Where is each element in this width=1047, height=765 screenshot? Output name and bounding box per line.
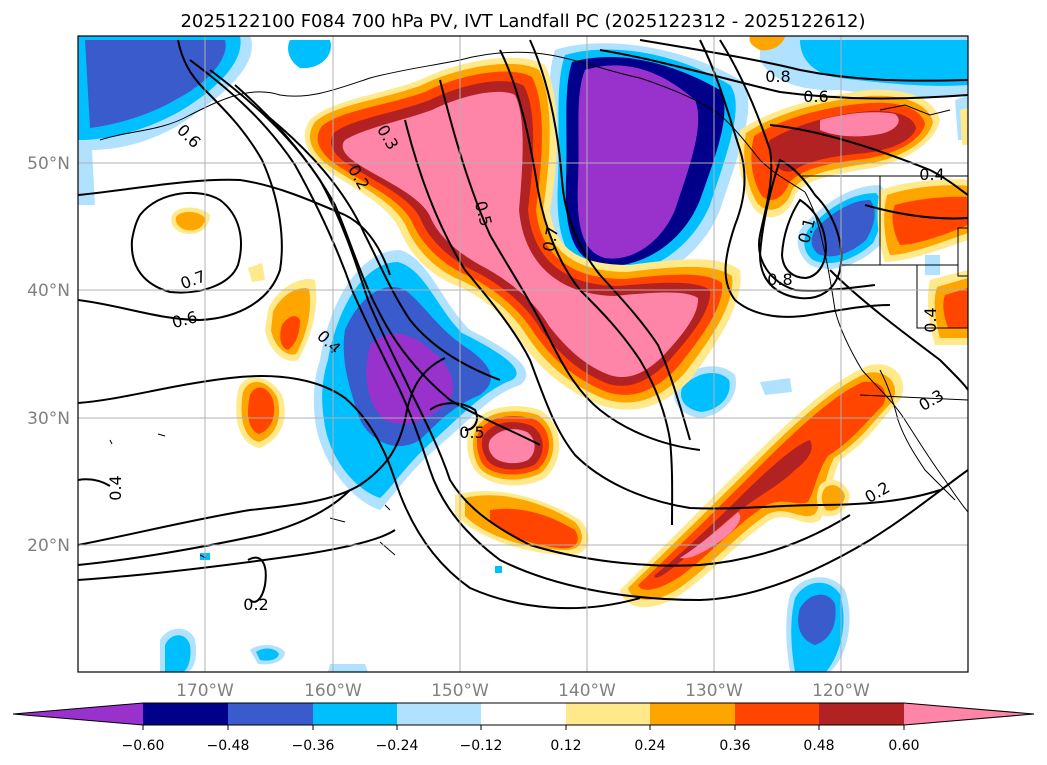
contour-line (699, 39, 891, 318)
colorbar-segment (481, 703, 566, 725)
colorbar-segment (735, 703, 819, 725)
contour-line (499, 49, 674, 526)
colorbar-tick-label: 0.60 (888, 738, 919, 754)
contour-line (78, 529, 396, 581)
contour-label: 0.6 (803, 87, 828, 106)
colorbar-tick-label: −0.36 (292, 738, 335, 754)
contour-line (78, 489, 351, 566)
lat-label-40n: 40°N (27, 281, 70, 301)
lon-label-170w: 170°W (176, 681, 234, 701)
contour-line (864, 204, 968, 220)
coastlines (99, 51, 968, 559)
canada-provincial-line (879, 104, 951, 116)
colorbar-tick-label: −0.60 (122, 738, 165, 754)
colorbar-tick-label: 0.48 (803, 738, 834, 754)
contour-line (719, 39, 876, 292)
colorbar-segment (650, 703, 735, 725)
contour-line (130, 191, 242, 294)
contour-label: 0.7 (539, 225, 562, 253)
map-panel: 0.8 0.6 0.4 0.3 0.2 0.5 0.7 0.6 0.7 0.8 … (77, 35, 969, 673)
colorbar-tick-label: 0.36 (719, 738, 750, 754)
contour-label: 0.5 (459, 423, 484, 442)
colorbar-segment (819, 703, 904, 725)
gridlines (78, 36, 968, 672)
positive-anomaly-small-features (171, 207, 850, 555)
contour-line (529, 39, 691, 441)
negative-anomaly-sw-coast (797, 185, 890, 269)
colorbar-extend-low (13, 703, 143, 725)
lon-label-120w: 120°W (812, 681, 870, 701)
contour-line (189, 59, 968, 602)
colorbar-ticks (142, 725, 905, 730)
contour-line (78, 478, 111, 487)
colorbar-tick-label: 0.12 (550, 738, 581, 754)
contour-label: 0.2 (243, 595, 268, 614)
contour-label: 0.8 (765, 67, 790, 86)
hawaii-islands (109, 433, 396, 559)
lon-label-150w: 150°W (431, 681, 489, 701)
positive-anomaly-atmospheric-river (620, 364, 904, 608)
contour-line (247, 556, 267, 603)
colorbar: −0.60 −0.48 −0.36 −0.24 −0.12 0.12 0.24 … (12, 702, 1035, 754)
map-title: 2025122100 F084 700 hPa PV, IVT Landfall… (180, 11, 865, 32)
colorbar-segment (143, 703, 228, 725)
colorbar-segment (313, 703, 397, 725)
contour-label: 0.4 (921, 307, 940, 332)
north-america-west-coast (804, 191, 968, 513)
contour-lines (78, 39, 968, 610)
negative-anomaly-gulf-alaska (549, 36, 968, 286)
contour-line (439, 79, 701, 451)
lat-label-20n: 20°N (27, 536, 70, 556)
positive-anomaly-central-ridge (304, 57, 741, 410)
alaska-coastline (99, 51, 806, 193)
contour-line (404, 119, 941, 510)
state-boundaries (840, 176, 968, 329)
colorbar-segment (566, 703, 650, 725)
colorbar-tick-label: −0.12 (460, 738, 503, 754)
contour-label: 0.8 (767, 270, 792, 289)
colorbar-tick-label: −0.48 (207, 738, 250, 754)
contour-line (599, 49, 968, 100)
positive-anomaly-ne (738, 36, 968, 345)
colorbar-segment (228, 703, 313, 725)
contour-line (234, 84, 541, 446)
us-mexico-border (859, 394, 968, 401)
lon-label-160w: 160°W (304, 681, 362, 701)
negative-anomaly-nw (78, 36, 331, 205)
negative-anomaly-small-blobs (160, 95, 968, 672)
contour-line (639, 39, 968, 82)
contour-line (780, 198, 828, 280)
lat-label-30n: 30°N (27, 409, 70, 429)
latitude-labels: 50°N 40°N 30°N 20°N (27, 154, 70, 556)
baja-peninsula (879, 369, 956, 501)
contour-label: 0.4 (106, 475, 125, 500)
colorbar-tick-label: −0.24 (376, 738, 419, 754)
longitude-labels: 170°W 160°W 150°W 140°W 130°W 120°W (176, 681, 870, 701)
contour-line (829, 269, 968, 391)
colorbar-extend-high (904, 703, 1034, 725)
lat-label-50n: 50°N (27, 154, 70, 174)
colorbar-tick-label: 0.24 (634, 738, 665, 754)
colorbar-segment (397, 703, 481, 725)
map-frame (77, 35, 969, 673)
lon-label-130w: 130°W (685, 681, 743, 701)
contour-label: 0.4 (919, 165, 944, 184)
contour-line (758, 158, 843, 300)
contour-line (429, 402, 478, 431)
contour-line (78, 375, 641, 610)
lon-label-140w: 140°W (558, 681, 616, 701)
